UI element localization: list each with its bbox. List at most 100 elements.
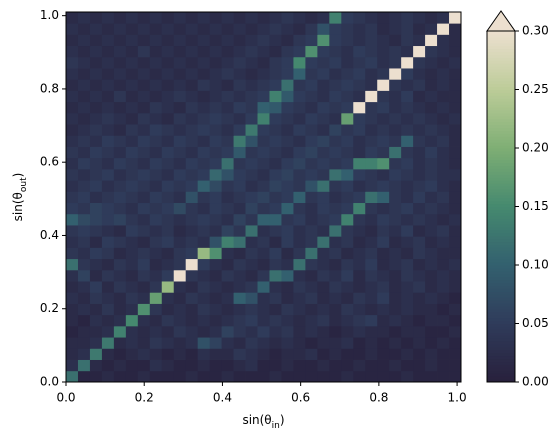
heatmap-cell	[329, 269, 342, 282]
heatmap-cell	[413, 23, 426, 35]
heatmap-cell	[329, 146, 342, 159]
heatmap-cell	[365, 337, 378, 349]
heatmap-cell	[281, 314, 294, 327]
heatmap-cell	[449, 124, 462, 136]
heatmap-cell	[245, 213, 258, 226]
heatmap-cell	[353, 281, 366, 293]
heatmap-cell	[125, 68, 139, 80]
heatmap-cell	[161, 135, 175, 147]
heatmap-cell	[401, 101, 414, 114]
heatmap-cell	[185, 124, 199, 136]
heatmap-cell	[185, 269, 199, 282]
heatmap-cell	[389, 23, 402, 35]
colorbar-swatch	[487, 98, 515, 102]
colorbar-swatch	[487, 104, 515, 108]
heatmap-cell	[221, 225, 234, 237]
heatmap-cell	[101, 258, 115, 271]
heatmap-cell	[233, 281, 246, 293]
y-axis-label: sin(θout)	[11, 173, 29, 222]
colorbar-swatch	[487, 329, 515, 333]
heatmap-cell	[437, 12, 450, 24]
heatmap-cell	[317, 258, 330, 271]
heatmap-cell	[66, 359, 79, 372]
heatmap-cell	[401, 124, 414, 136]
heatmap-cell	[365, 236, 378, 248]
heatmap-cell	[449, 101, 462, 114]
heatmap-cell	[281, 191, 294, 204]
colorbar-swatch	[487, 191, 515, 196]
heatmap-cell	[305, 90, 318, 103]
colorbar-swatch	[487, 267, 515, 272]
heatmap-cell	[317, 303, 330, 316]
heatmap-cell	[101, 236, 115, 248]
heatmap-cell	[66, 281, 79, 293]
heatmap-cell	[389, 146, 402, 159]
heatmap-cell	[149, 213, 163, 226]
heatmap-cell	[377, 292, 390, 304]
heatmap-cell	[221, 236, 234, 248]
heatmap-cell	[317, 68, 330, 80]
heatmap-cell	[437, 45, 450, 58]
heatmap-cell	[173, 12, 187, 24]
colorbar-swatch	[487, 358, 515, 363]
heatmap-cell	[293, 370, 306, 383]
heatmap-cell	[173, 359, 187, 372]
heatmap-cell	[329, 180, 342, 192]
heatmap-cell	[389, 101, 402, 114]
heatmap-cell	[149, 247, 163, 260]
heatmap-cell	[185, 34, 199, 47]
heatmap-cell	[329, 292, 342, 304]
heatmap-cell	[173, 79, 187, 91]
heatmap-cell	[449, 135, 462, 147]
heatmap-cell	[173, 191, 187, 204]
heatmap-cell	[389, 337, 402, 349]
heatmap-cell	[269, 34, 282, 47]
heatmap-cell	[449, 56, 462, 69]
heatmap-cell	[257, 146, 270, 159]
heatmap-cell	[149, 202, 163, 215]
heatmap-cell	[197, 348, 211, 360]
heatmap-cell	[209, 34, 223, 47]
heatmap-cell	[173, 325, 187, 338]
heatmap-cell	[125, 225, 139, 237]
heatmap-cell	[233, 292, 246, 304]
heatmap-cell	[197, 124, 211, 136]
heatmap-cell	[317, 135, 330, 147]
heatmap-cell	[281, 34, 294, 47]
colorbar-swatch	[487, 232, 515, 237]
heatmap-cell	[125, 370, 139, 383]
heatmap-cell	[125, 168, 139, 181]
colorbar-swatch	[487, 183, 515, 187]
heatmap-cell	[185, 236, 199, 248]
heatmap-cell	[257, 236, 270, 248]
heatmap-cell	[449, 314, 462, 327]
heatmap-cell	[149, 258, 163, 271]
colorbar-swatch	[487, 200, 515, 205]
heatmap-cell	[209, 370, 223, 383]
heatmap-cell	[341, 236, 354, 248]
heatmap-cell	[137, 168, 151, 181]
heatmap-cell	[281, 168, 294, 181]
heatmap-cell	[161, 124, 175, 136]
heatmap-cell	[353, 45, 366, 58]
heatmap-cell	[137, 146, 151, 159]
heatmap-cell	[425, 247, 438, 260]
colorbar-swatch	[487, 326, 515, 330]
heatmap-cell	[329, 359, 342, 372]
heatmap-cell	[233, 303, 246, 316]
heatmap-cell	[197, 79, 211, 91]
heatmap-cell	[305, 236, 318, 248]
heatmap-cell	[449, 23, 462, 35]
heatmap-cell	[185, 337, 199, 349]
heatmap-cell	[137, 157, 151, 170]
colorbar-swatch	[487, 148, 515, 152]
heatmap-cell	[281, 236, 294, 248]
heatmap-cell	[233, 337, 246, 349]
colorbar-swatch	[487, 60, 515, 64]
heatmap-cell	[389, 269, 402, 282]
heatmap-cell	[161, 168, 175, 181]
heatmap-cell	[137, 370, 151, 383]
heatmap-cell	[101, 168, 115, 181]
heatmap-cell	[233, 157, 246, 170]
heatmap-cell	[101, 34, 115, 47]
